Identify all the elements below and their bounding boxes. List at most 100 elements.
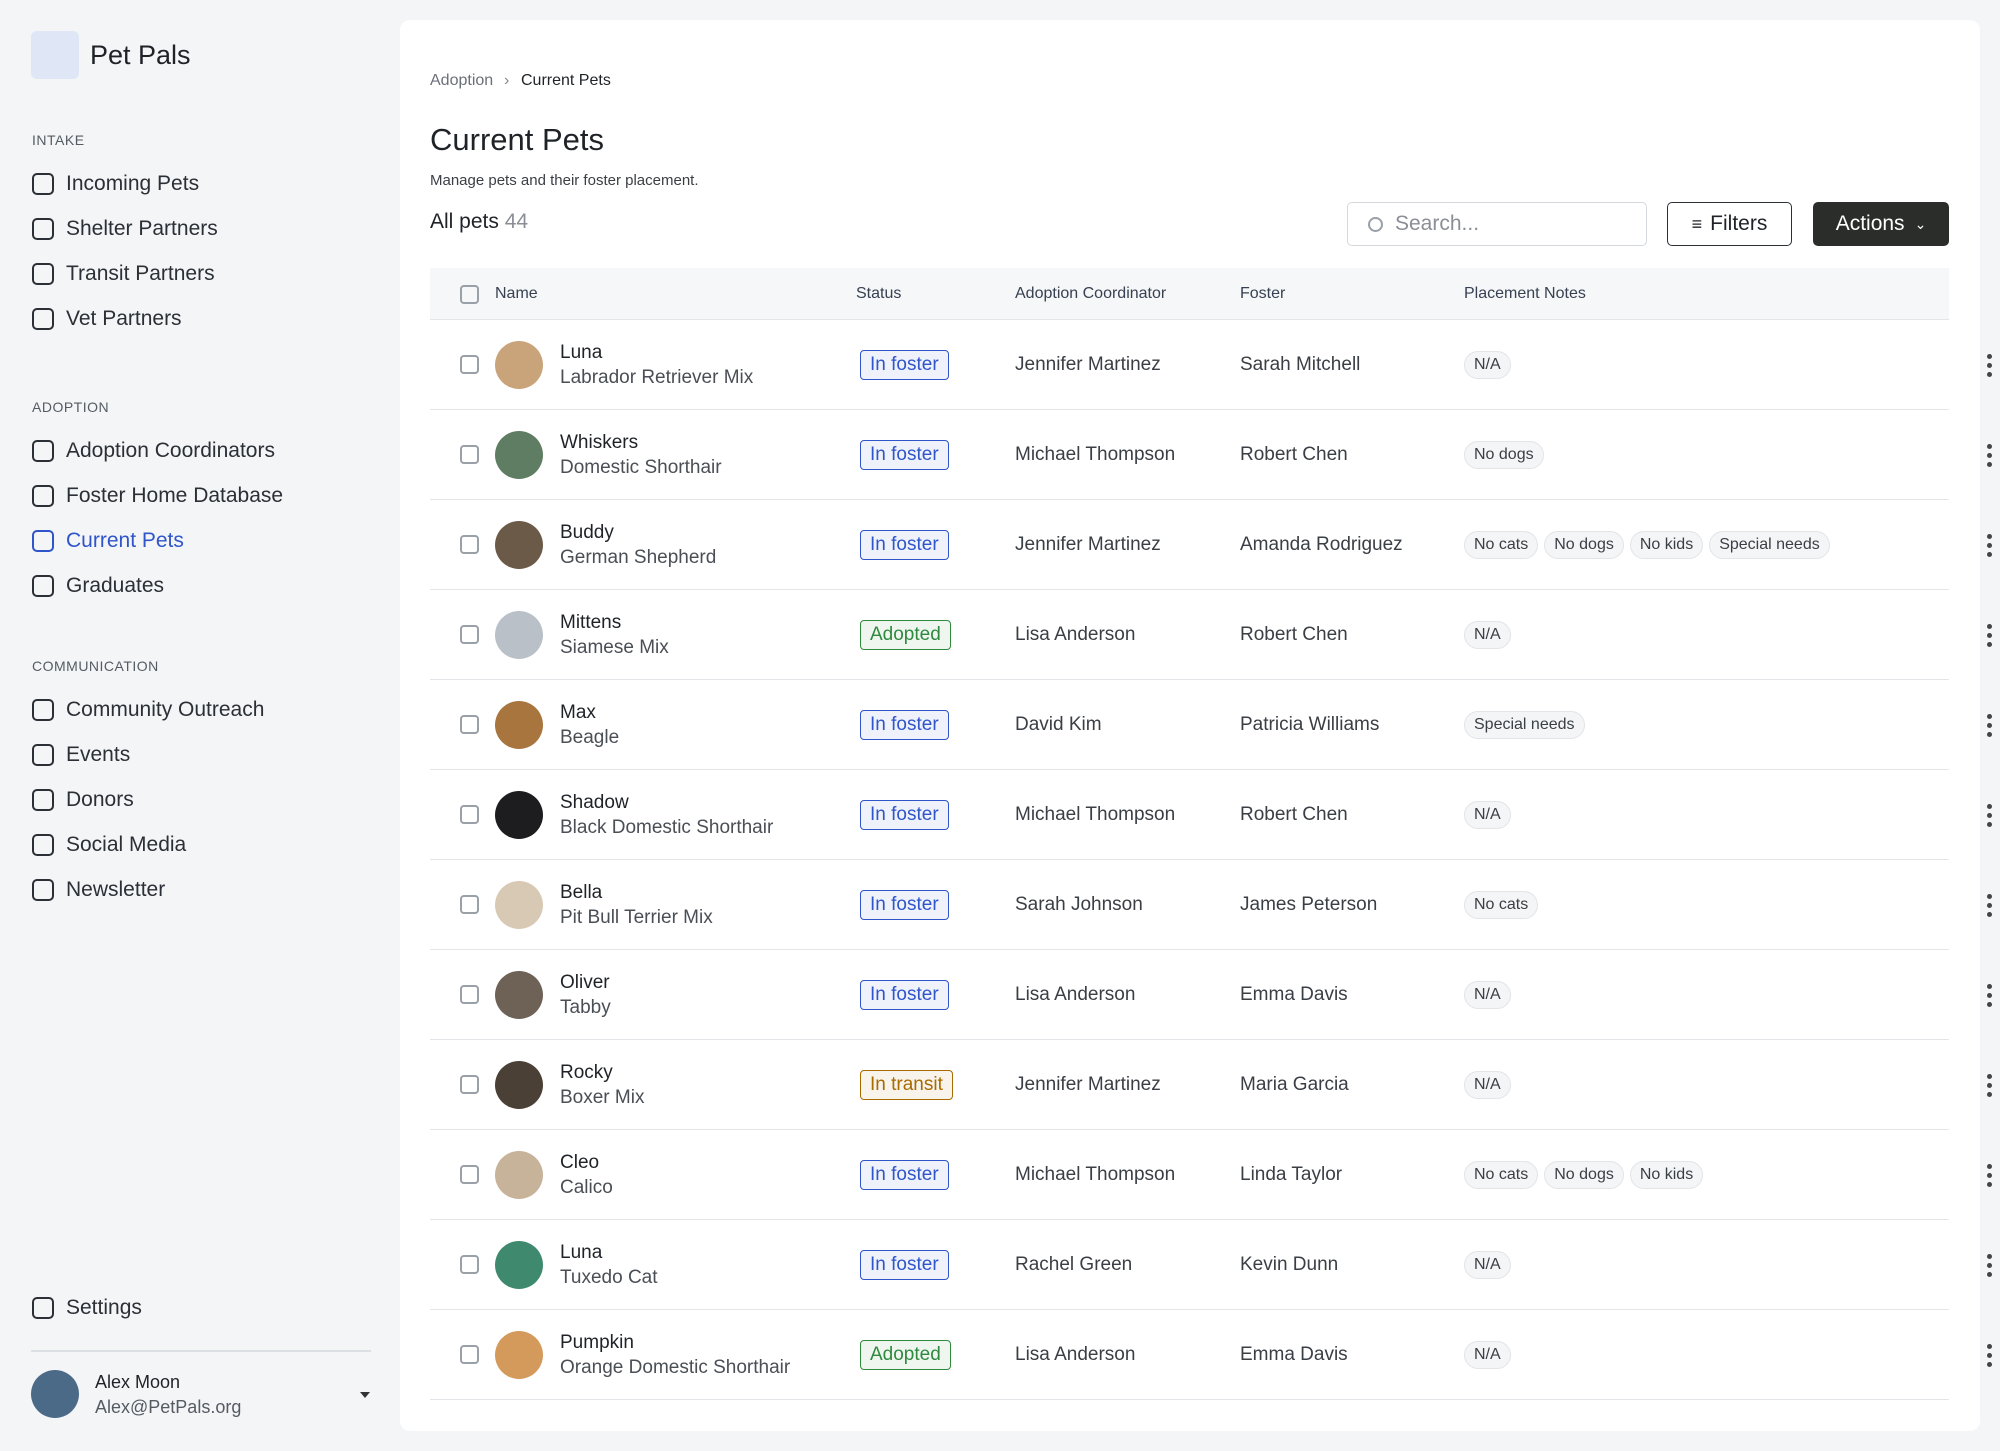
logo	[31, 31, 79, 79]
label: Newsletter	[66, 877, 166, 901]
column-header[interactable]: Placement Notes	[1464, 285, 1586, 302]
row-menu[interactable]	[1987, 1160, 1993, 1191]
checkbox[interactable]	[460, 625, 479, 644]
pet-photo	[495, 881, 543, 929]
note-chip: N/A	[1464, 801, 1511, 829]
status-badge: In transit	[860, 1070, 953, 1100]
pet-name[interactable]: Rocky	[560, 1062, 613, 1083]
coordinator: Sarah Johnson	[1015, 894, 1143, 915]
checkbox[interactable]	[460, 1255, 479, 1274]
nav-item[interactable]: Vet Partners	[32, 296, 372, 341]
note-chip: N/A	[1464, 351, 1511, 379]
nav-item[interactable]: Events	[32, 732, 372, 777]
coordinator: Michael Thompson	[1015, 444, 1176, 465]
checkbox[interactable]	[460, 1075, 479, 1094]
row-menu[interactable]	[1987, 710, 1993, 741]
column-header[interactable]: Foster	[1240, 285, 1286, 302]
coordinator: Lisa Anderson	[1015, 984, 1136, 1005]
icon	[32, 529, 54, 552]
dot	[1987, 984, 1992, 989]
checkbox[interactable]	[460, 715, 479, 734]
dot	[1987, 1083, 1992, 1088]
dot	[1987, 903, 1992, 908]
pet-breed: Pit Bull Terrier Mix	[560, 907, 713, 928]
row-menu[interactable]	[1987, 800, 1993, 831]
icon	[32, 307, 54, 330]
count-value: 44	[504, 210, 529, 233]
checkbox[interactable]	[460, 895, 479, 914]
checkbox[interactable]	[460, 445, 479, 464]
pet-name[interactable]: Mittens	[560, 612, 622, 633]
dot	[1987, 732, 1992, 737]
row-menu[interactable]	[1987, 620, 1993, 651]
pet-breed: Orange Domestic Shorthair	[560, 1357, 791, 1378]
dot	[1987, 1254, 1992, 1259]
foster: Linda Taylor	[1240, 1164, 1343, 1185]
nav-item[interactable]: Adoption Coordinators	[32, 428, 372, 473]
nav-item[interactable]: Incoming Pets	[32, 161, 372, 206]
pet-name[interactable]: Buddy	[560, 522, 614, 543]
dot	[1987, 804, 1992, 809]
nav-item[interactable]: Social Media	[32, 822, 372, 867]
table-row: Mittens Siamese Mix Adopted Lisa Anderson Ro…	[430, 590, 1992, 680]
pet-name[interactable]: Luna	[560, 342, 603, 363]
search[interactable]: Search...	[1347, 202, 1647, 246]
dot	[1987, 543, 1992, 548]
pet-name[interactable]: Cleo	[560, 1152, 600, 1173]
checkbox[interactable]	[460, 1345, 479, 1364]
checkbox[interactable]	[460, 985, 479, 1004]
pet-name[interactable]: Whiskers	[560, 432, 639, 453]
nav-item[interactable]: Transit Partners	[32, 251, 372, 296]
checkbox[interactable]	[460, 355, 479, 374]
actions-button[interactable]: Actions ⌄	[1813, 202, 1949, 246]
pet-photo	[495, 971, 543, 1019]
pet-name[interactable]: Pumpkin	[560, 1332, 634, 1353]
note-chip: No dogs	[1544, 531, 1624, 559]
row-menu[interactable]	[1987, 440, 1993, 471]
nav-item[interactable]: Donors	[32, 777, 372, 822]
column-header[interactable]: Adoption Coordinator	[1015, 285, 1167, 302]
checkbox[interactable]	[460, 1165, 479, 1184]
note-chip: No kids	[1629, 1161, 1704, 1189]
column-header[interactable]: Status	[856, 285, 902, 302]
pet-name[interactable]: Shadow	[560, 792, 629, 813]
checkbox[interactable]	[460, 805, 479, 824]
row-menu[interactable]	[1987, 1250, 1993, 1281]
row-menu[interactable]	[1987, 1070, 1993, 1101]
row-menu[interactable]	[1987, 980, 1993, 1011]
row-menu[interactable]	[1987, 350, 1993, 381]
nav-item[interactable]: Graduates	[32, 563, 372, 608]
filters-button[interactable]: ≡ Filters	[1667, 202, 1792, 246]
settings-link[interactable]: Settings	[32, 1285, 142, 1330]
row-menu[interactable]	[1987, 530, 1993, 561]
breadcrumb-sep: ›	[504, 72, 510, 89]
checkbox[interactable]	[460, 285, 479, 304]
nav-item[interactable]: Newsletter	[32, 867, 372, 912]
breadcrumb[interactable]: Adoption	[430, 72, 494, 89]
row-menu[interactable]	[1987, 1340, 1993, 1371]
row-menu[interactable]	[1987, 890, 1993, 921]
pet-name[interactable]: Oliver	[560, 972, 610, 993]
nav-item[interactable]: Foster Home Database	[32, 473, 372, 518]
notes-cell: Special needs	[1464, 680, 1591, 770]
nav-item[interactable]: Shelter Partners	[32, 206, 372, 251]
pet-name[interactable]: Bella	[560, 882, 603, 903]
pet-breed: German Shepherd	[560, 547, 717, 568]
label: Shelter Partners	[66, 216, 218, 240]
table: Name Status Adoption Coordinator Foster Plac…	[430, 268, 1992, 1418]
status-cell: In foster	[860, 320, 949, 410]
user-menu[interactable]	[360, 1392, 370, 1403]
pet-photo	[495, 701, 543, 749]
label: Actions	[1835, 212, 1905, 235]
dot	[1987, 714, 1992, 719]
notes-cell: N/A	[1464, 1220, 1517, 1310]
pet-name[interactable]: Luna	[560, 1242, 603, 1263]
column-header[interactable]: Name	[495, 285, 538, 302]
note-chip: No dogs	[1464, 441, 1544, 469]
nav-item[interactable]: Community Outreach	[32, 687, 372, 732]
pet-name[interactable]: Max	[560, 702, 596, 723]
table-header: Name Status Adoption Coordinator Foster Plac…	[430, 268, 1949, 320]
status-cell: In foster	[860, 410, 949, 500]
nav-item[interactable]: Current Pets	[32, 518, 372, 563]
checkbox[interactable]	[460, 535, 479, 554]
